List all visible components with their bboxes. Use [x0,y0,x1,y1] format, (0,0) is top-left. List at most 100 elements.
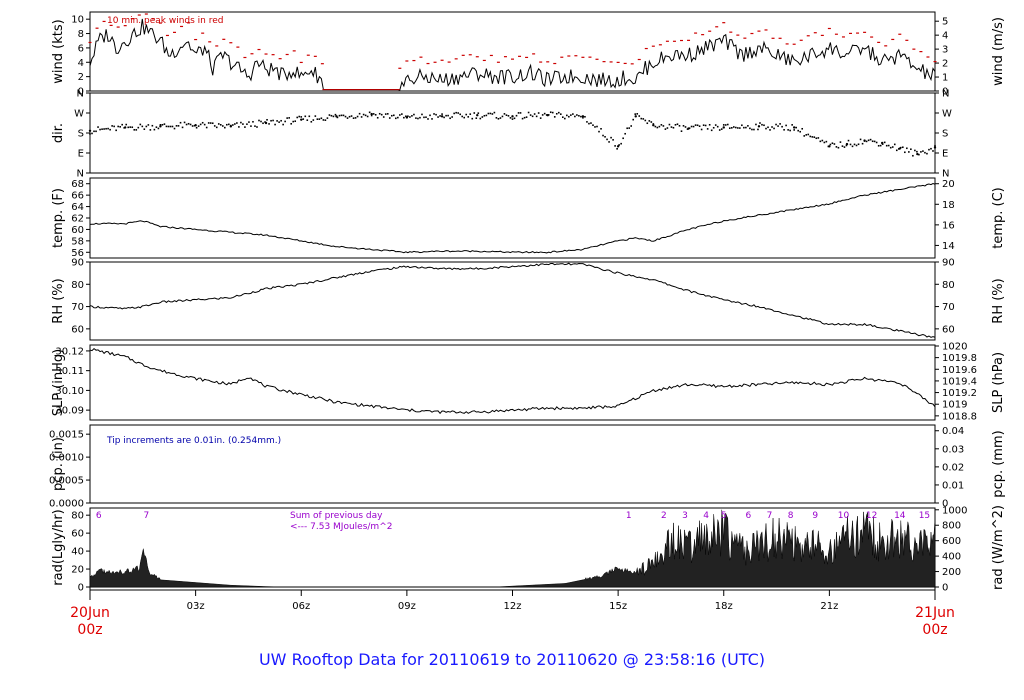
wind-ytick-label-right: 4 [942,31,948,42]
dir-point [105,127,107,130]
wind-peak-marker [898,33,902,35]
dir-point [483,114,486,117]
wind-ytick-label-left: 6 [78,43,84,54]
wind-peak-marker [278,58,282,60]
dir-point [382,116,385,118]
slp-ytick-label-left: 30.09 [55,406,84,417]
dir-key-point [616,145,620,148]
dir-point [495,116,498,119]
dir-point [401,113,403,115]
dir-point [926,152,928,155]
dir-point [626,127,628,130]
dir-point [722,124,725,126]
dir-point [606,138,608,141]
dir-point [612,139,614,141]
wind-ytick-label-right: 1 [942,73,948,84]
wind-peak-marker [215,45,219,47]
end-date: 21Jun [915,605,955,621]
slp-ytick-label-right: 1020 [942,341,967,352]
wind-peak-marker [912,48,916,50]
dir-point [735,126,737,129]
dir-point [791,124,793,126]
rad-ylabel-right: rad (W/m^2) [991,505,1006,590]
dir-point [640,117,643,120]
wind-peak-marker [729,31,733,33]
wind-peak-marker [799,39,803,41]
dir-point [696,124,699,127]
dir-point [338,114,341,117]
panel-rh: 60 70 80 90 60 70 80 90 RH (%) RH (%) [51,258,1006,341]
dir-point [455,111,457,114]
dir-point [769,129,771,131]
dir-point [521,117,524,120]
slp-ytick-label-right: 1019.4 [942,376,977,387]
dir-point [91,132,93,135]
dir-point [680,130,683,132]
dir-point [761,123,763,126]
dir-point [700,128,703,131]
dir-point [183,121,186,124]
dir-point [566,114,568,117]
dir-point [328,114,331,116]
dir-point [616,148,618,150]
dir-point [397,116,399,119]
wind-peak-marker [701,34,705,36]
wind-peak-marker [546,61,550,63]
wind-peak-marker [856,32,860,34]
dir-point [704,124,707,127]
dir-point [392,114,395,117]
dir-point [614,145,616,147]
dir-point [447,114,449,117]
dir-point [449,117,451,120]
dir-point [509,117,512,119]
rh-ytick-label-right: 70 [942,302,955,313]
wind-peak-marker [609,61,613,63]
wind-peak-marker [440,59,444,61]
rad-ytick-label-right: 400 [942,552,961,563]
dir-point [789,129,791,132]
dir-point [437,116,439,118]
dir-point [906,147,908,150]
dir-point [749,127,751,130]
dir-key-point [828,145,831,148]
dir-ytick-label-left: W [74,109,84,120]
wind-ytick-label-left: 2 [78,72,84,83]
wind-ylabel: wind (kts) [51,19,66,83]
wind-peak-marker [581,56,585,58]
dir-point [529,114,532,116]
dir-point [308,115,311,118]
dir-point [835,146,838,148]
dir-point [209,122,212,124]
dir-point [634,113,637,115]
dir-point [708,123,711,126]
x-tick-label: 15z [609,601,627,612]
dir-frame [89,92,936,174]
rad-ytick-label-left: 0 [78,583,84,594]
temp-ytick-label-left: 64 [71,202,84,213]
dir-point [109,128,111,131]
rad-ylabel: rad(Lgly/hr) [51,509,66,585]
chart-annotations: 10 min. peak winds in red Tip increments… [70,16,955,638]
pcp-ytick-label-left: 0.0000 [49,499,84,510]
dir-point [893,143,896,146]
rad-day-number: 1 [626,511,632,521]
dir-point [797,129,799,132]
dir-point [386,113,389,115]
dir-point [861,142,864,145]
wind-peak-marker [518,55,522,57]
wind-peak-marker [792,43,796,45]
dir-point [682,125,685,127]
wind-frame [89,11,936,92]
dir-point [867,139,870,142]
dir-point [871,140,874,143]
wind-ytick-label-left: 8 [78,29,84,40]
dir-point [242,123,244,125]
dir-point [286,117,288,119]
dir-point [228,123,230,126]
dir-point [207,122,210,124]
dir-point [662,125,665,127]
dir-point [388,117,391,119]
dir-point [839,141,842,143]
dir-point [266,118,268,121]
